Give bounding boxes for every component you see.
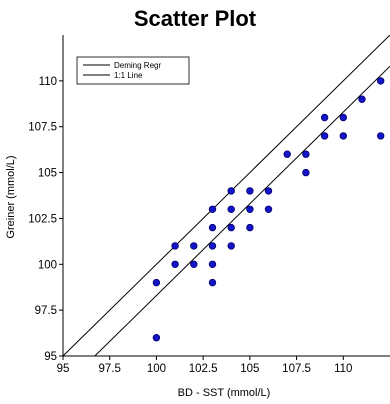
data-point (246, 223, 254, 232)
data-point (320, 113, 329, 122)
line-1-1-line (63, 35, 390, 356)
data-point (208, 278, 217, 287)
data-points (152, 77, 385, 342)
x-tick-label: 107.5 (282, 363, 311, 375)
data-point (190, 260, 198, 268)
data-point (302, 150, 310, 158)
data-point (246, 205, 254, 213)
y-tick-label: 102.5 (28, 213, 57, 225)
y-tick-label: 95 (44, 351, 57, 363)
data-point (208, 260, 217, 268)
y-tick-label: 107.5 (28, 122, 57, 134)
data-point (152, 278, 161, 287)
legend-box (76, 56, 190, 85)
data-point (171, 242, 179, 250)
y-tick-label: 110 (39, 76, 57, 88)
x-tick-label: 110 (334, 363, 352, 375)
data-point (264, 187, 273, 195)
x-tick-label: 100 (147, 363, 166, 375)
data-point (171, 260, 179, 268)
data-point (339, 132, 347, 140)
data-point (302, 168, 310, 177)
plot-area: 95 97.5 100 102.5 105 107.5 110 95 97.5 100 102.5 1… (28, 35, 390, 375)
legend-label-1-1-line: 1:1 Line (114, 71, 143, 80)
data-point (246, 187, 254, 195)
y-tick-label: 100 (38, 259, 57, 271)
data-point (283, 150, 291, 158)
line-deming-regr (94, 65, 390, 356)
y-tick-label: 105 (38, 168, 57, 180)
data-point (358, 95, 366, 103)
x-tick-label: 95 (57, 363, 70, 375)
reference-lines (63, 35, 390, 356)
y-tick-label: 97.5 (35, 305, 57, 317)
data-point (339, 113, 347, 122)
x-tick-label: 105 (240, 363, 259, 375)
data-point (227, 205, 235, 213)
data-point (208, 205, 217, 213)
x-axis-label: BD - SST (mmol/L) (178, 387, 271, 399)
chart-title: Scatter Plot (134, 6, 257, 31)
data-point (264, 205, 273, 213)
data-point (377, 77, 385, 85)
data-point (227, 242, 235, 250)
x-tick-label: 102.5 (189, 363, 218, 375)
data-point (190, 242, 198, 250)
legend-label-deming-regr: Deming Regr (114, 61, 161, 70)
data-point (208, 242, 217, 250)
data-point (152, 334, 161, 342)
x-tick-label: 97.5 (99, 363, 121, 375)
data-point (227, 187, 235, 195)
y-axis-label: Greiner (mmol/L) (5, 155, 17, 238)
data-point (227, 223, 235, 232)
data-point (208, 223, 217, 232)
data-point (320, 132, 329, 140)
data-point (377, 132, 385, 140)
